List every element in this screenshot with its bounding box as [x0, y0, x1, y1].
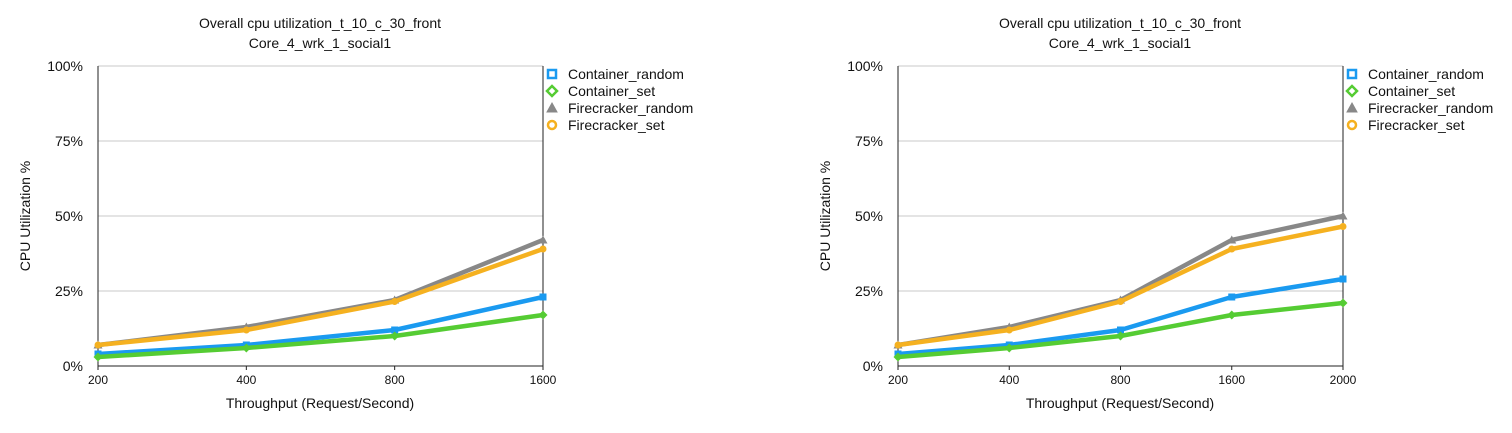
y-tick-label: 50% — [55, 208, 83, 224]
data-point — [1227, 310, 1237, 320]
chart-panel: Overall cpu utilization_t_10_c_30_front C… — [17, 15, 693, 411]
data-point — [539, 245, 547, 253]
legend-marker — [546, 68, 558, 80]
chart-subtitle: Core_4_wrk_1_social1 — [1049, 35, 1192, 51]
data-point — [1338, 211, 1348, 220]
data-point — [893, 352, 903, 362]
legend-label: Firecracker_set — [568, 117, 665, 133]
series-line — [95, 237, 546, 348]
chart-panel: Overall cpu utilization_t_10_c_30_front C… — [817, 15, 1493, 411]
y-tick-label: 0% — [863, 358, 883, 374]
series-line — [895, 276, 1346, 357]
legend-label: Firecracker_random — [1368, 100, 1493, 116]
legend-label: Container_random — [568, 66, 684, 82]
y-tick-label: 25% — [55, 283, 83, 299]
x-tick-label: 800 — [385, 373, 405, 387]
legend-marker — [545, 84, 559, 98]
x-tick-label: 400 — [999, 373, 1019, 387]
data-point — [391, 298, 399, 305]
data-point — [1338, 298, 1348, 308]
y-tick-label: 25% — [855, 283, 883, 299]
data-point — [391, 326, 399, 334]
y-tick-label: 100% — [47, 58, 83, 74]
legend-label: Firecracker_random — [568, 100, 693, 116]
data-point — [94, 341, 102, 349]
legend-marker — [1346, 101, 1358, 113]
data-point — [1116, 331, 1125, 341]
legend-label: Firecracker_set — [1368, 117, 1465, 133]
chart-title: Overall cpu utilization_t_10_c_30_front — [999, 15, 1241, 31]
series-line — [895, 213, 1346, 348]
data-point — [894, 341, 902, 349]
chart-title: Overall cpu utilization_t_10_c_30_front — [199, 15, 441, 31]
legend-marker — [546, 119, 558, 131]
y-tick-label: 0% — [63, 358, 83, 374]
series-line — [95, 294, 546, 357]
x-tick-label: 1600 — [530, 373, 557, 387]
data-point — [1117, 326, 1124, 334]
x-tick-label: 400 — [236, 373, 256, 387]
x-axis-label: Throughput (Request/Second) — [1026, 395, 1214, 411]
data-point — [241, 343, 251, 353]
x-tick-label: 1600 — [1218, 373, 1245, 387]
y-tick-label: 50% — [855, 208, 883, 224]
x-tick-label: 200 — [88, 373, 108, 387]
data-point — [1228, 293, 1236, 301]
x-tick-label: 200 — [888, 373, 908, 387]
y-tick-label: 100% — [847, 58, 883, 74]
series-line — [95, 246, 546, 348]
legend-marker — [1346, 119, 1358, 131]
data-point — [538, 235, 548, 244]
data-point — [1339, 223, 1347, 230]
y-tick-label: 75% — [855, 133, 883, 149]
x-tick-label: 800 — [1110, 373, 1130, 387]
series-line — [95, 312, 546, 360]
data-point — [242, 326, 250, 334]
data-point — [1227, 235, 1237, 244]
data-point — [1339, 275, 1347, 283]
legend-label: Container_random — [1368, 66, 1484, 82]
data-point — [1117, 298, 1124, 305]
y-tick-label: 75% — [55, 133, 83, 149]
data-point — [539, 293, 547, 301]
legend-marker — [1346, 68, 1358, 80]
data-point — [93, 352, 103, 362]
y-axis-label: CPU Utilization % — [17, 161, 33, 271]
chart-subtitle: Core_4_wrk_1_social1 — [249, 35, 392, 51]
data-point — [1004, 343, 1014, 353]
data-point — [390, 331, 400, 341]
legend-label: Container_set — [1368, 83, 1455, 99]
x-axis-label: Throughput (Request/Second) — [226, 395, 414, 411]
x-tick-label: 2000 — [1330, 373, 1357, 387]
y-axis-label: CPU Utilization % — [817, 161, 833, 271]
data-point — [1228, 245, 1236, 253]
data-point — [538, 310, 548, 320]
legend-marker — [1345, 84, 1359, 98]
legend-marker — [546, 101, 558, 113]
legend-label: Container_set — [568, 83, 655, 99]
data-point — [1005, 326, 1013, 334]
